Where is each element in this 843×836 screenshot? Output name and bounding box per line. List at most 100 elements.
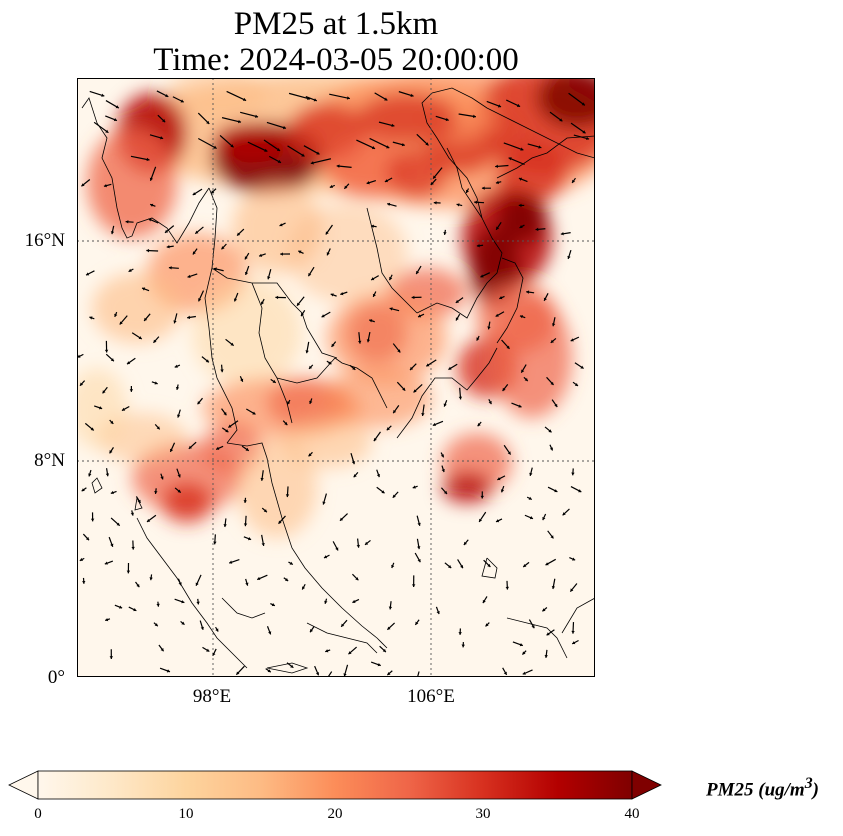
wind-arrow bbox=[549, 444, 554, 451]
wind-arrow bbox=[261, 534, 265, 547]
wind-arrow bbox=[266, 626, 272, 635]
wind-arrow bbox=[499, 295, 505, 300]
pm25-haze-patch bbox=[92, 273, 182, 343]
wind-arrow bbox=[213, 534, 217, 545]
wind-arrow bbox=[501, 339, 510, 350]
pm25-haze-patch bbox=[212, 123, 292, 163]
wind-arrow bbox=[570, 122, 586, 134]
wind-arrow bbox=[135, 496, 142, 504]
wind-arrow bbox=[213, 267, 224, 272]
wind-arrow bbox=[474, 200, 485, 205]
wind-arrow bbox=[369, 137, 390, 149]
wind-arrow bbox=[221, 408, 227, 416]
wind-arrow bbox=[85, 270, 95, 276]
coastline-segment bbox=[496, 257, 524, 344]
wind-arrow bbox=[151, 381, 158, 385]
wind-arrow bbox=[415, 265, 422, 275]
wind-arrow bbox=[572, 381, 579, 387]
wind-arrow bbox=[571, 639, 579, 645]
wind-arrow bbox=[353, 472, 359, 478]
wind-arrow bbox=[81, 487, 87, 492]
wind-arrow bbox=[477, 421, 482, 427]
pm25-haze-patch bbox=[162, 483, 212, 523]
colorbar-ramp bbox=[37, 770, 633, 800]
wind-arrow bbox=[279, 222, 286, 227]
wind-arrow bbox=[433, 201, 441, 205]
wind-arrow bbox=[373, 431, 381, 442]
wind-arrow bbox=[389, 307, 400, 312]
wind-arrow bbox=[89, 90, 105, 97]
wind-arrow bbox=[174, 364, 181, 368]
wind-arrow bbox=[275, 295, 286, 300]
wind-arrow bbox=[105, 353, 115, 362]
wind-arrow bbox=[523, 376, 529, 382]
wind-arrow bbox=[366, 180, 377, 185]
wind-arrow bbox=[455, 313, 461, 321]
wind-arrow bbox=[456, 203, 463, 207]
wind-arrow bbox=[199, 620, 204, 630]
wind-arrow bbox=[458, 628, 462, 635]
wind-arrow bbox=[358, 332, 362, 344]
wind-arrow bbox=[121, 405, 130, 412]
wind-arrow bbox=[247, 141, 268, 152]
wind-arrow bbox=[522, 669, 533, 675]
coastline-segment bbox=[211, 267, 338, 359]
wind-arrow bbox=[135, 581, 140, 588]
wind-arrow bbox=[351, 573, 359, 581]
wind-arrow bbox=[386, 670, 393, 676]
wind-arrow bbox=[125, 220, 134, 224]
coastline-segment bbox=[221, 597, 266, 619]
wind-arrow bbox=[526, 496, 533, 501]
wind-arrow bbox=[287, 145, 305, 157]
wind-arrow bbox=[326, 248, 331, 256]
wind-arrow bbox=[239, 376, 244, 383]
wind-arrow bbox=[220, 364, 224, 373]
pm25-haze-patch bbox=[497, 193, 547, 243]
wind-arrow bbox=[573, 134, 590, 141]
coastline-segment bbox=[431, 87, 595, 159]
wind-arrow bbox=[544, 649, 548, 658]
wind-arrow bbox=[411, 575, 416, 588]
wind-arrow bbox=[243, 515, 248, 527]
wind-arrow bbox=[305, 96, 318, 102]
lat-tick-16n: 16°N bbox=[24, 230, 65, 251]
wind-arrow bbox=[527, 143, 542, 149]
wind-arrow bbox=[282, 420, 288, 426]
wind-arrow bbox=[570, 486, 582, 493]
wind-arrow bbox=[324, 598, 328, 604]
wind-arrow bbox=[392, 343, 401, 353]
wind-arrow bbox=[495, 518, 503, 523]
wind-arrow bbox=[372, 291, 377, 298]
map-panel bbox=[77, 78, 595, 677]
wind-arrow bbox=[221, 427, 229, 433]
wind-arrow bbox=[386, 622, 396, 631]
coastline-segment bbox=[204, 187, 238, 444]
wind-arrow bbox=[435, 606, 440, 615]
wind-arrow bbox=[414, 619, 420, 626]
wind-arrow bbox=[339, 513, 348, 522]
pm25-haze-patch bbox=[492, 298, 572, 418]
colorbar-label-exponent: 3 bbox=[804, 775, 813, 792]
wind-arrow bbox=[105, 100, 120, 109]
wind-arrow bbox=[549, 111, 563, 122]
wind-arrow bbox=[322, 493, 327, 505]
wind-arrow bbox=[174, 598, 185, 604]
colorbar bbox=[8, 770, 662, 800]
wind-arrow bbox=[370, 275, 379, 281]
wind-arrow bbox=[84, 422, 95, 431]
wind-arrow bbox=[326, 360, 332, 365]
wind-arrow bbox=[103, 183, 112, 188]
pm25-haze-patch bbox=[322, 368, 432, 428]
wind-arrow bbox=[567, 249, 572, 260]
wind-arrow bbox=[198, 290, 205, 302]
wind-arrow bbox=[300, 309, 306, 317]
wind-arrow bbox=[476, 335, 480, 341]
wind-arrow bbox=[518, 177, 528, 183]
wind-arrow bbox=[483, 559, 491, 568]
wind-arrow bbox=[398, 91, 414, 97]
wind-arrow bbox=[350, 452, 356, 465]
wind-arrow bbox=[128, 268, 134, 273]
wind-arrow bbox=[286, 662, 294, 669]
wind-arrow bbox=[176, 468, 181, 478]
pm25-haze-patch bbox=[237, 438, 317, 538]
